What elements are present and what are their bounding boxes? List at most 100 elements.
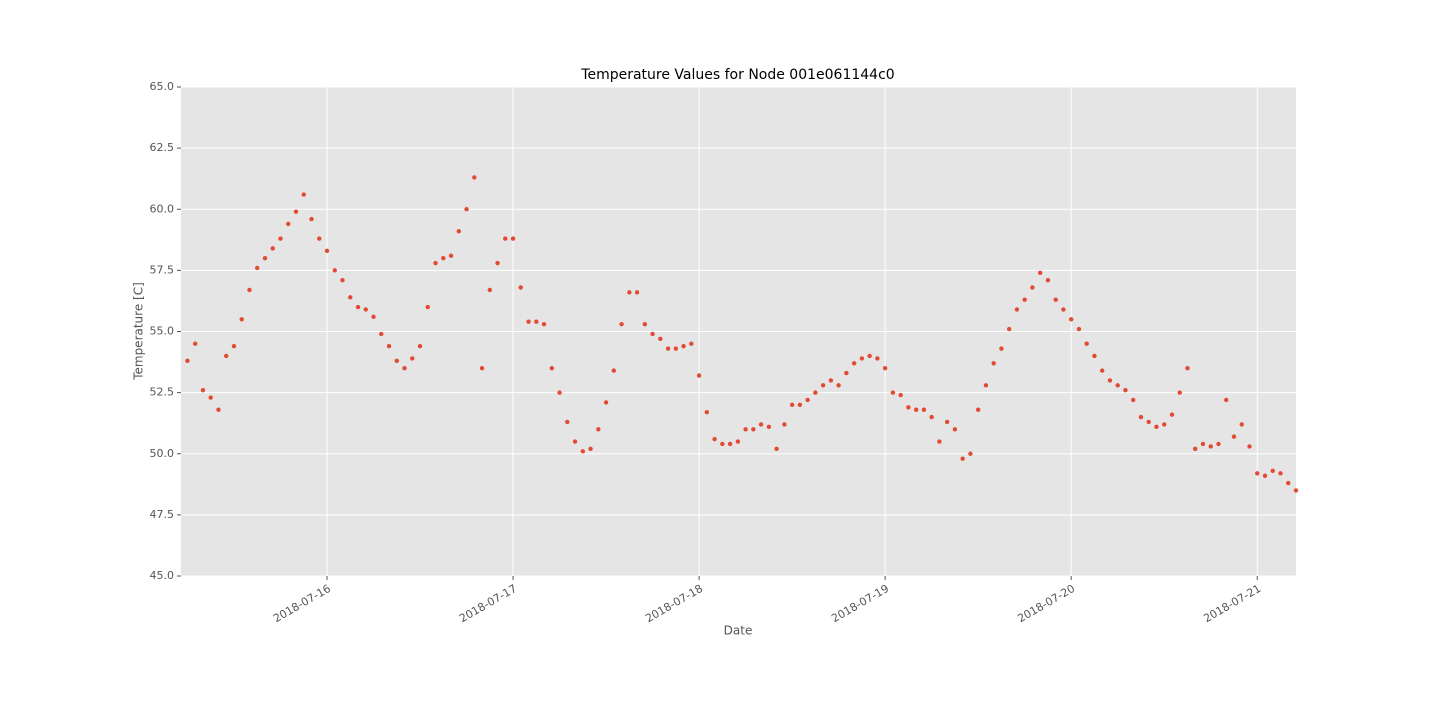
point (1208, 444, 1213, 449)
point (921, 407, 927, 412)
point (619, 321, 624, 327)
point (456, 229, 461, 234)
point (859, 356, 865, 361)
point (324, 248, 330, 254)
points (185, 175, 1299, 493)
point (348, 295, 353, 300)
y-axis-label: Temperature [C] (132, 282, 146, 381)
point (813, 390, 818, 395)
point (1030, 285, 1035, 290)
point (410, 356, 415, 361)
point (1053, 297, 1058, 302)
point (262, 255, 268, 261)
point (758, 422, 764, 427)
point (1076, 326, 1082, 332)
point (1286, 480, 1291, 486)
point (1092, 353, 1097, 359)
x-tick-label: 2018-07-18 (643, 582, 705, 625)
point (603, 400, 609, 405)
point (363, 307, 368, 312)
point (999, 346, 1004, 351)
point (255, 265, 260, 271)
point (1022, 297, 1027, 302)
point (371, 314, 376, 320)
point (828, 378, 834, 383)
point (479, 365, 485, 371)
point (216, 407, 221, 412)
point (1200, 441, 1206, 447)
point (720, 441, 725, 447)
point (975, 407, 981, 412)
point (1045, 277, 1051, 283)
point (906, 405, 911, 410)
point (1177, 390, 1182, 395)
point (983, 383, 989, 388)
point (627, 290, 632, 295)
point (1193, 446, 1198, 452)
point (425, 304, 430, 310)
point (611, 368, 617, 373)
point (1231, 434, 1237, 439)
point (1115, 383, 1120, 388)
point (518, 285, 523, 290)
point (650, 331, 655, 337)
point (1169, 412, 1175, 417)
y-tick-label: 47.5 (150, 508, 175, 521)
point (944, 419, 950, 425)
point (185, 358, 190, 364)
point (1239, 422, 1244, 427)
point (464, 207, 469, 212)
point (572, 439, 578, 444)
point (224, 353, 229, 359)
point (665, 346, 671, 351)
point (836, 383, 841, 388)
point (634, 290, 640, 295)
point (317, 236, 322, 241)
point (1123, 387, 1128, 393)
point (1138, 414, 1144, 420)
x-tick-label: 2018-07-16 (271, 582, 333, 625)
point (743, 427, 748, 432)
y-tick-label: 45.0 (150, 569, 175, 582)
x-tick-label: 2018-07-17 (457, 582, 519, 625)
point (503, 236, 508, 241)
point (937, 439, 942, 444)
point (1262, 473, 1268, 478)
point (1061, 307, 1066, 312)
point (797, 402, 803, 408)
point (952, 427, 958, 432)
x-tick-label: 2018-07-21 (1201, 582, 1263, 625)
point (472, 175, 477, 180)
x-tick-label: 2018-07-19 (829, 582, 891, 625)
point (549, 365, 555, 371)
point (1270, 468, 1275, 474)
point (495, 260, 500, 266)
point (340, 277, 345, 283)
point (1185, 365, 1190, 371)
point (534, 319, 539, 324)
point (1278, 471, 1283, 476)
point (1037, 270, 1043, 276)
point (929, 414, 934, 420)
point (789, 402, 795, 408)
y-tick-label: 57.5 (150, 263, 175, 276)
point (487, 287, 492, 293)
point (402, 365, 407, 371)
point (689, 341, 694, 346)
point (200, 387, 206, 393)
point (820, 383, 826, 388)
point (673, 346, 679, 351)
point (208, 395, 213, 400)
point (286, 221, 291, 227)
point (239, 317, 244, 322)
grid (181, 86, 1296, 577)
point (960, 456, 965, 461)
point (247, 287, 252, 293)
point (1131, 397, 1136, 403)
y-tick-label: 65.0 (150, 80, 175, 93)
point (1154, 424, 1159, 430)
y-tick-label: 50.0 (150, 447, 175, 460)
point (1224, 397, 1229, 403)
point (1014, 307, 1020, 312)
